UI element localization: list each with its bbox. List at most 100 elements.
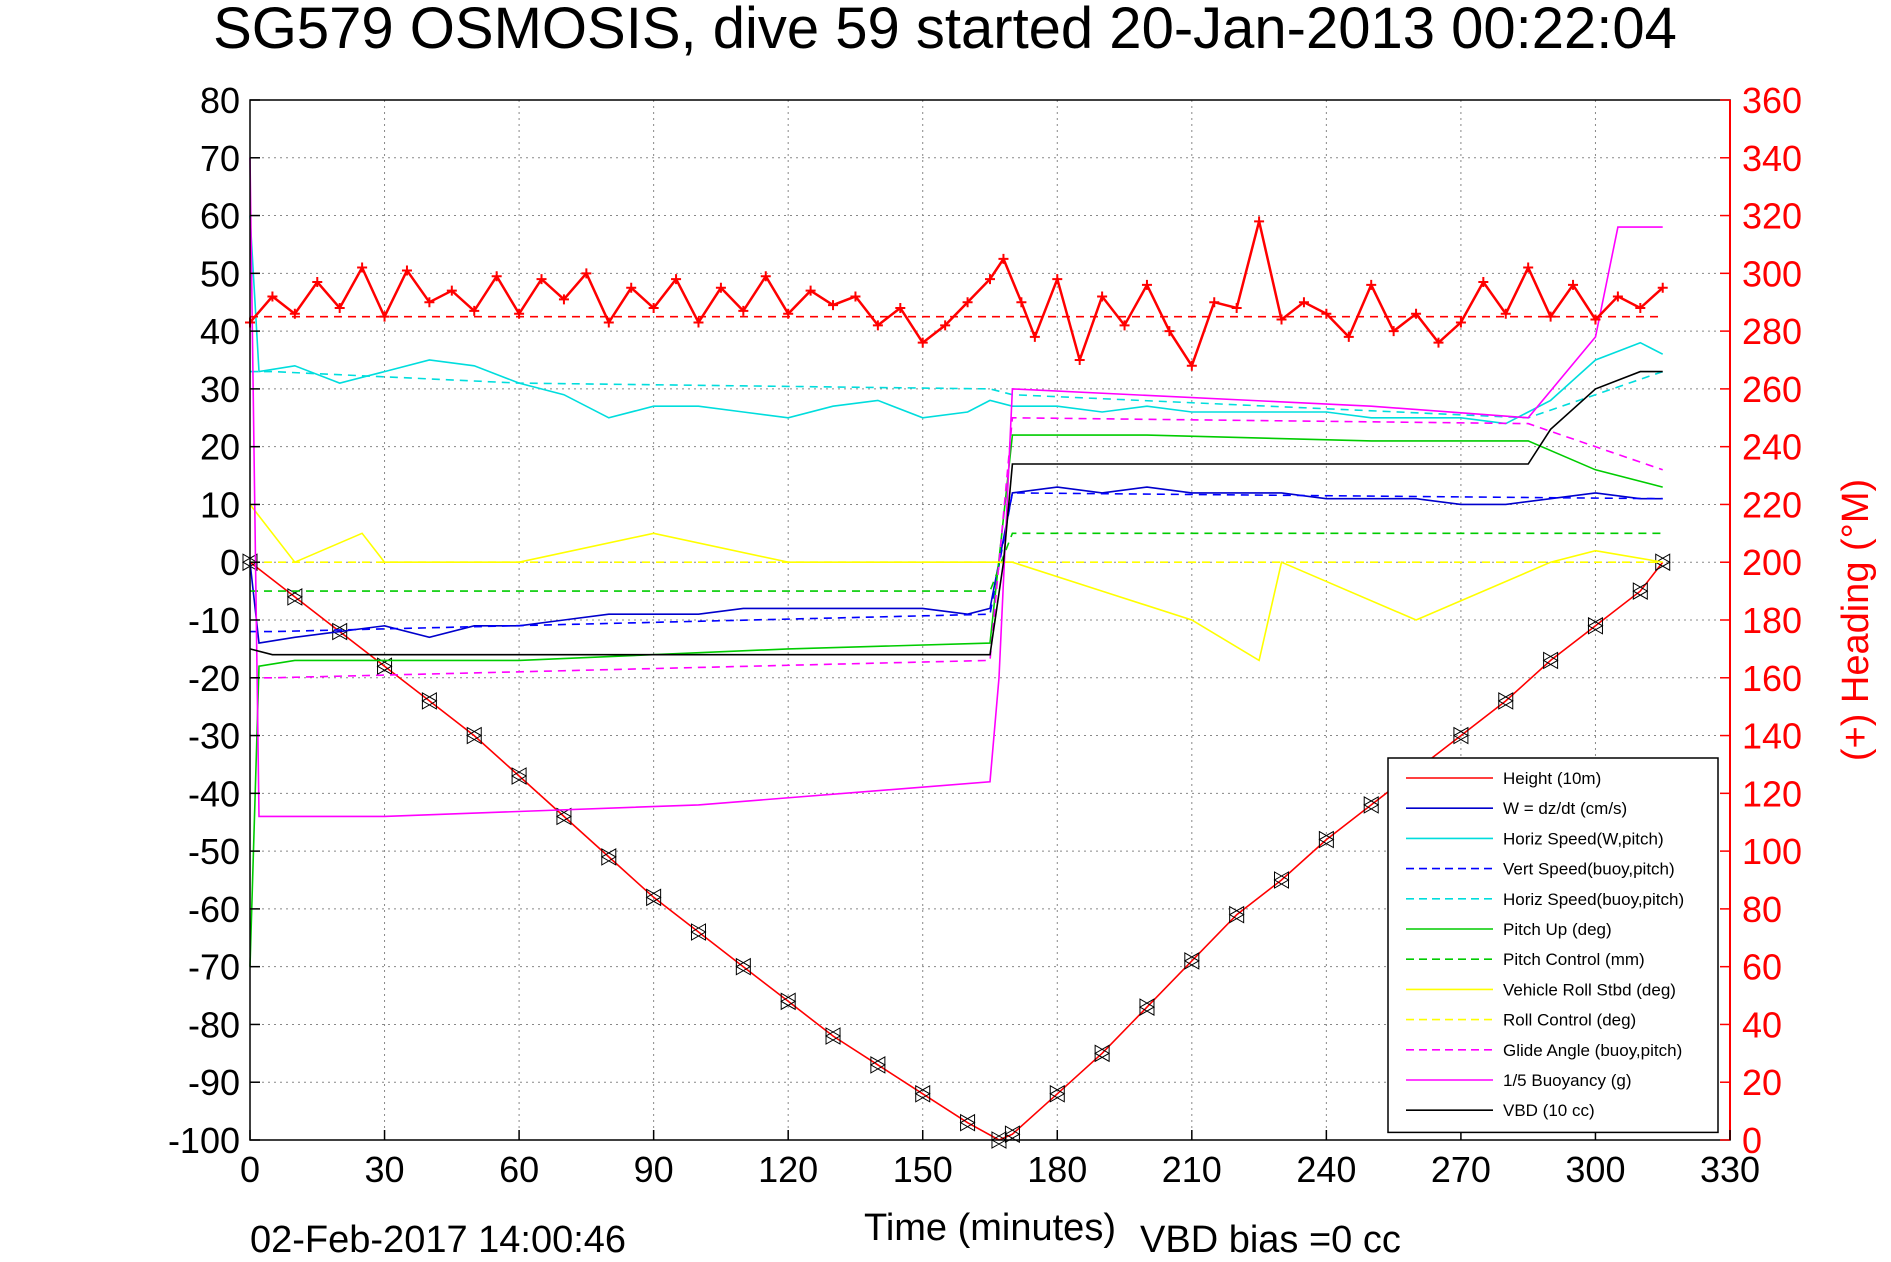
legend-entry: Vert Speed(buoy,pitch)	[1503, 860, 1675, 879]
y-tick-label: -60	[188, 889, 240, 930]
y-tick-label: -90	[188, 1062, 240, 1103]
x-axis: 0 30 60 90 120 150 180 210 240 270 300 330	[240, 1130, 1760, 1190]
y-right-tick-label: 360	[1742, 80, 1802, 121]
x-tick-label: 300	[1565, 1149, 1625, 1190]
heading-point	[1016, 297, 1027, 308]
y-tick-label: -50	[188, 831, 240, 872]
series-line-3	[250, 492, 1663, 633]
y-tick-label: 30	[200, 369, 240, 410]
x-tick-label: 210	[1162, 1149, 1222, 1190]
heading-point	[1074, 355, 1085, 365]
legend-entry: Pitch Up (deg)	[1503, 920, 1612, 939]
height-point	[286, 588, 303, 606]
x-tick-label: 0	[240, 1149, 260, 1190]
x-tick-label: 180	[1027, 1149, 1087, 1190]
y-right-tick-label: 120	[1742, 773, 1802, 814]
y-right-tick-label: 100	[1742, 831, 1802, 872]
heading-point	[1388, 326, 1399, 337]
x-tick-label: 30	[365, 1149, 405, 1190]
heading-point	[1186, 360, 1197, 371]
heading-point	[760, 271, 771, 282]
height-point	[1497, 692, 1514, 710]
heading-point	[1298, 297, 1309, 308]
height-point	[1228, 905, 1245, 924]
legend-entry: W = dz/dt (cm/s)	[1503, 799, 1627, 818]
x-tick-label: 90	[634, 1149, 674, 1190]
height-point	[1363, 796, 1380, 814]
heading-point	[1433, 337, 1444, 348]
timestamp-footer: 02-Feb-2017 14:00:46	[250, 1219, 626, 1261]
series-layer	[241, 157, 1671, 1149]
height-point	[466, 726, 483, 745]
legend-box	[1387, 757, 1719, 1134]
heading-point	[357, 262, 368, 273]
heading-point	[715, 282, 726, 293]
y-right-tick-label: 200	[1742, 542, 1802, 583]
height-point	[421, 692, 438, 710]
height-point	[555, 807, 572, 826]
y-tick-label: -20	[188, 658, 240, 699]
series-line-0	[249, 561, 1664, 1141]
y-tick-label: -80	[188, 1004, 240, 1045]
heading-point	[1523, 262, 1534, 273]
x-tick-label: 60	[499, 1149, 539, 1190]
series-line-7	[249, 503, 1663, 662]
series-line-4	[250, 370, 1663, 419]
legend-entry: VBD (10 cc)	[1503, 1101, 1595, 1120]
heading-point	[1500, 308, 1511, 319]
heading-point	[446, 285, 457, 296]
heading-point	[312, 277, 323, 287]
heading-point	[626, 282, 637, 293]
y-right-tick-label: 280	[1742, 311, 1802, 352]
heading-point	[1657, 282, 1668, 293]
y-tick-label: -40	[188, 773, 240, 814]
y-tick-label: 80	[200, 80, 240, 121]
heading-point	[581, 268, 592, 279]
legend-entry: Glide Angle (buoy,pitch)	[1503, 1041, 1682, 1060]
heading-point	[985, 274, 995, 285]
heading-point	[558, 294, 569, 305]
y-tick-label: -100	[168, 1120, 240, 1161]
heading-point	[1612, 291, 1623, 302]
heading-point	[962, 297, 973, 308]
y-right-tick-label: 180	[1742, 600, 1802, 641]
x-tick-label: 120	[758, 1149, 818, 1190]
y-tick-label: -10	[188, 600, 240, 641]
series-line-11	[249, 370, 1663, 656]
y-right-tick-label: 260	[1742, 369, 1802, 410]
heading-point	[1254, 216, 1265, 227]
heading-point	[1568, 279, 1579, 290]
height-point	[600, 848, 617, 866]
heading-point	[940, 320, 951, 331]
height-point	[1587, 616, 1604, 635]
y-axis-right: 3603403203002802602402202001801601401201…	[1720, 80, 1802, 1161]
heading-point	[805, 285, 816, 296]
legend-entry: 1/5 Buoyancy (g)	[1503, 1071, 1632, 1090]
y-right-tick-label: 140	[1742, 716, 1802, 757]
y-axis-left: 80 70 60 50 40 30 20 10 0 -10 -20 -30 -40 -50 -60 -70 -8…	[168, 80, 260, 1161]
legend-entry: Horiz Speed(buoy,pitch)	[1503, 890, 1684, 909]
heading-point	[1455, 317, 1466, 328]
legend-entry: Pitch Control (mm)	[1503, 950, 1645, 969]
y-tick-label: 0	[220, 542, 240, 583]
heading-point	[828, 300, 839, 311]
heading-point	[850, 291, 861, 302]
height-point	[376, 657, 393, 676]
legend: Height (10m) W = dz/dt (cm/s) Horiz Speed(…	[1387, 757, 1719, 1134]
heading-point	[738, 305, 749, 316]
height-point	[1183, 952, 1200, 970]
heading-point	[603, 317, 614, 328]
heading-point	[1164, 326, 1175, 337]
y-tick-label: 10	[200, 484, 240, 525]
y-axis-right-label: (+) Heading (°M)	[1835, 479, 1877, 761]
heading-point	[1119, 320, 1130, 331]
height-point	[869, 1056, 886, 1074]
heading-point	[424, 297, 435, 308]
heading-point	[334, 303, 345, 313]
y-right-tick-label: 0	[1742, 1120, 1762, 1161]
x-axis-label: Time (minutes)	[864, 1207, 1116, 1249]
height-point	[690, 923, 707, 941]
heading-point	[693, 317, 704, 328]
height-point	[735, 957, 752, 976]
heading-point	[917, 337, 928, 348]
